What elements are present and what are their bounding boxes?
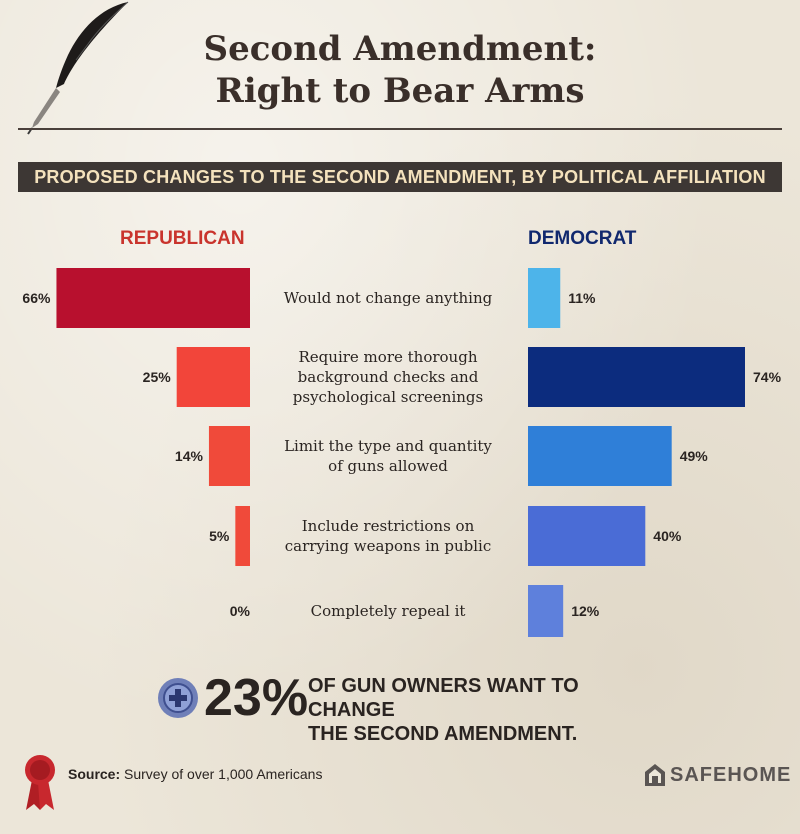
stat-number: 23% (204, 669, 309, 727)
source-text: Survey of over 1,000 Americans (124, 766, 323, 782)
bar-republican-2 (208, 426, 250, 486)
category-label-1: Require more thorough background checks a… (262, 347, 514, 407)
legend-republican: REPUBLICAN (120, 228, 245, 249)
bar-republican-3 (235, 506, 250, 566)
source-note: Source: Survey of over 1,000 Americans (68, 766, 322, 782)
logo-text: SAFEHOME (670, 764, 792, 786)
label-republican-1: 25% (143, 369, 172, 385)
stat-text: OF GUN OWNERS WANT TO CHANGE THE SECOND … (308, 674, 668, 746)
category-label-3-line-1: carrying weapons in public (284, 537, 492, 555)
bar-democrat-3 (528, 506, 646, 566)
wax-seal-plus-icon (158, 678, 198, 718)
stat-text-line-1: OF GUN OWNERS WANT TO CHANGE (308, 675, 579, 721)
safehome-logo: SAFEHOME (644, 762, 790, 788)
award-ribbon-icon (25, 755, 55, 810)
label-democrat-1: 74% (753, 369, 782, 385)
title-line-2: Right to Bear Arms (215, 71, 585, 111)
label-republican-3: 5% (209, 528, 230, 544)
bar-republican-1 (176, 347, 250, 407)
category-label-4-line-0: Completely repeal it (310, 602, 466, 620)
chart-title: PROPOSED CHANGES TO THE SECOND AMENDMENT… (18, 162, 782, 192)
legend-democrat: DEMOCRAT (528, 228, 637, 249)
category-label-3: Include restrictions on carrying weapons … (262, 516, 514, 556)
label-democrat-0: 11% (568, 290, 596, 306)
label-republican-0: 66% (22, 290, 51, 306)
bar-democrat-0 (528, 268, 561, 328)
category-label-2: Limit the type and quantity of guns allow… (262, 436, 514, 476)
stat-text-line-2: THE SECOND AMENDMENT. (308, 723, 578, 745)
category-label-0-line-0: Would not change anything (283, 289, 493, 307)
page-title: Second Amendment: Right to Bear Arms (200, 28, 600, 112)
category-label-4: Completely repeal it (262, 601, 514, 621)
bar-republican-0 (56, 268, 251, 328)
title-line-1: Second Amendment: (203, 29, 597, 69)
bar-democrat-1 (528, 347, 745, 407)
title-divider (18, 128, 782, 130)
label-democrat-3: 40% (653, 528, 682, 544)
category-label-2-line-1: of guns allowed (328, 457, 448, 475)
category-label-3-line-0: Include restrictions on (301, 517, 475, 535)
category-label-1-line-2: psychological screenings (292, 388, 484, 406)
label-republican-2: 14% (175, 448, 204, 464)
category-label-1-line-0: Require more thorough (298, 348, 478, 366)
label-republican-4: 0% (230, 603, 251, 619)
source-label: Source: (68, 766, 121, 782)
category-label-0: Would not change anything (262, 288, 514, 308)
label-democrat-2: 49% (680, 448, 709, 464)
house-logo-icon (645, 764, 665, 786)
category-label-1-line-1: background checks and (297, 368, 479, 386)
category-label-2-line-0: Limit the type and quantity (284, 437, 492, 455)
bar-democrat-2 (528, 426, 672, 486)
bar-democrat-4 (528, 585, 564, 637)
label-democrat-4: 12% (571, 603, 600, 619)
